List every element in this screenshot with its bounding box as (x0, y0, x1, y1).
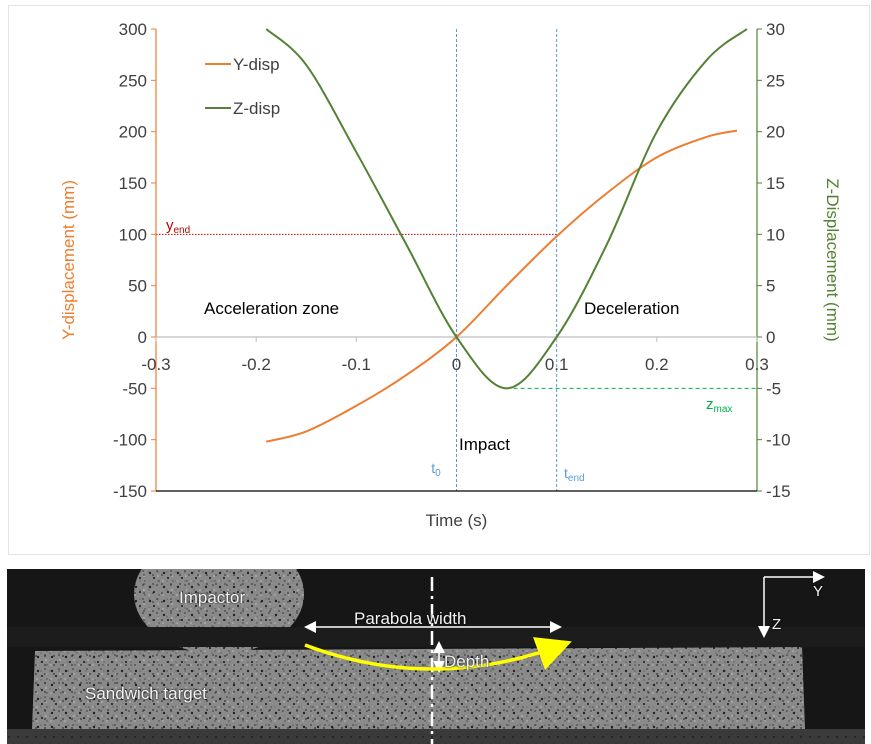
x-tick-label: -0.1 (342, 355, 371, 374)
parabola-width-label: Parabola width (354, 609, 467, 628)
axis-y-label: Y (813, 583, 824, 600)
x-tick-label: -0.2 (242, 355, 271, 374)
x-tick-label: 0 (452, 355, 461, 374)
y-tick-label: 100 (119, 225, 147, 244)
sandwich-target-label: Sandwich target (85, 684, 207, 703)
z-tick-label: 25 (766, 71, 785, 90)
legend-label: Z-disp (233, 99, 280, 118)
parabola-curve (304, 637, 572, 671)
deceleration-label: Deceleration (584, 299, 679, 318)
depth-label: Depth (444, 652, 490, 671)
y-tick-label: 150 (119, 174, 147, 193)
x-tick-label: 0.3 (745, 355, 769, 374)
acceleration-zone-label: Acceleration zone (204, 299, 339, 318)
t-end-label: tend (564, 465, 585, 484)
axis-z-label: Z (772, 616, 782, 633)
z-tick-label: 10 (766, 225, 785, 244)
x-tick-label: -0.3 (141, 355, 170, 374)
x-tick-label: 0.2 (645, 355, 669, 374)
t0-label: t0 (431, 460, 441, 479)
z-tick-label: -10 (766, 431, 791, 450)
legend-label: Y-disp (233, 55, 280, 74)
y-tick-label: -100 (113, 431, 147, 450)
z-tick-label: 5 (766, 277, 775, 296)
z-tick-label: -15 (766, 482, 791, 501)
z-axis-title: Z-Displacement (mm) (823, 178, 842, 341)
y-tick-label: 250 (119, 71, 147, 90)
z-tick-label: 0 (766, 328, 775, 347)
y-tick-label: 50 (128, 277, 147, 296)
series-line-z-disp (265, 28, 748, 390)
y-end-label: yend (166, 217, 190, 236)
x-axis-title: Time (s) (426, 511, 488, 530)
impactor-label: Impactor (179, 588, 246, 607)
y-axis-title: Y-displacement (mm) (59, 180, 78, 340)
y-tick-label: 0 (138, 328, 147, 347)
z-max-label: zmax (706, 396, 732, 415)
impact-label: Impact (459, 435, 510, 454)
chart-panel: -150 -100 -50 0 50 100 150 200 250 300 -15 -10 -5 0 5 1… (8, 5, 870, 555)
displacement-chart: -150-100-50050100150200250300-15-10-5051… (59, 20, 842, 530)
photo-drawing (7, 569, 865, 744)
z-tick-label: 20 (766, 123, 785, 142)
y-tick-label: -150 (113, 482, 147, 501)
z-tick-label: -5 (766, 379, 781, 398)
y-tick-label: -50 (122, 379, 147, 398)
y-tick-label: 300 (119, 20, 147, 39)
impact-photo: Impactor Parabola width Depth Sandwich t… (7, 569, 865, 744)
z-tick-label: 30 (766, 20, 785, 39)
series-line-y-disp (265, 129, 738, 443)
x-tick-label: 0.1 (545, 355, 569, 374)
z-tick-label: 15 (766, 174, 785, 193)
y-tick-label: 200 (119, 123, 147, 142)
